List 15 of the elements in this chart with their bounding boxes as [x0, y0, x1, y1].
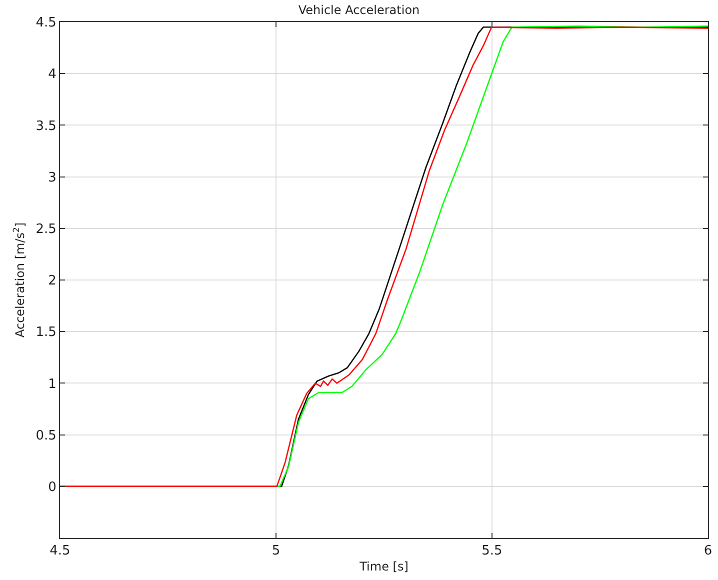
x-axis-title: Time [s] [358, 560, 408, 574]
y-tick-label: 0.5 [36, 428, 56, 444]
y-tick-label: 1 [48, 376, 56, 392]
y-tick-label: 4 [48, 67, 56, 82]
y-tick-label: 2 [48, 274, 56, 289]
chart-title: Vehicle Acceleration [298, 3, 420, 18]
y-tick-label: 0 [48, 480, 56, 495]
y-tick-label: 4.5 [36, 16, 56, 31]
x-tick-label: 5 [272, 544, 280, 559]
y-tick-label: 3 [48, 170, 56, 186]
y-tick-label: 1.5 [36, 325, 56, 340]
y-tick-label: 3.5 [36, 118, 56, 134]
y-tick-label: 2.5 [36, 222, 56, 237]
x-tick-label: 6 [704, 544, 712, 559]
x-tick-label: 5.5 [482, 544, 502, 559]
